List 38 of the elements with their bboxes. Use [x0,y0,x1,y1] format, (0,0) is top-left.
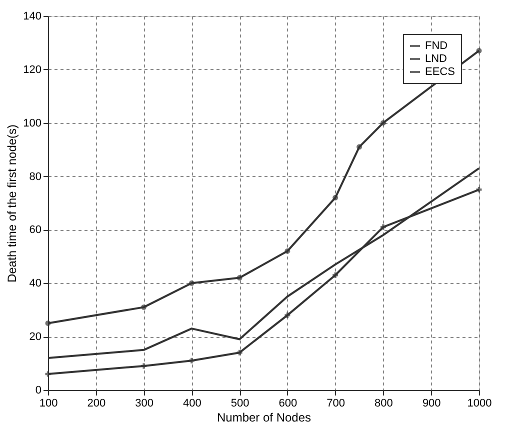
y-tick-label: 0 [35,384,42,396]
x-tick-label: 500 [230,398,250,410]
x-tick-label: 700 [326,398,346,410]
point [188,358,194,364]
point [236,350,242,356]
x-tick-label: 400 [182,398,202,410]
x-tick-label: 200 [87,398,106,410]
y-tick-label: 120 [23,64,42,76]
point [45,320,51,326]
legend-label: LND [425,53,448,65]
point [284,312,290,318]
y-tick-label: 60 [29,224,42,236]
y-tick-label: 140 [23,10,42,22]
point [188,280,194,286]
point [356,144,362,150]
point [141,304,147,310]
x-tick-label: 100 [39,398,58,410]
point [380,224,386,230]
point [236,275,242,281]
point [476,48,482,54]
point [141,363,147,369]
y-tick-label: 80 [29,170,42,183]
point [380,120,386,126]
x-tick-label: 1000 [467,398,492,410]
point [332,194,338,200]
point [332,272,338,278]
x-tick-label: 600 [278,398,298,410]
y-tick-label: 20 [29,331,42,344]
y-tick-label: 100 [23,117,42,130]
x-tick-label: 300 [135,398,154,410]
y-axis-title: Death time of the first node(s) [5,124,20,283]
y-tick-label: 40 [29,278,42,290]
legend-label: FND [425,40,448,52]
legend-label: EECS [425,66,455,78]
x-tick-label: 900 [422,398,441,410]
x-axis-title: Number of Nodes [216,410,312,424]
x-tick-label: 800 [374,398,393,410]
point [284,248,290,254]
